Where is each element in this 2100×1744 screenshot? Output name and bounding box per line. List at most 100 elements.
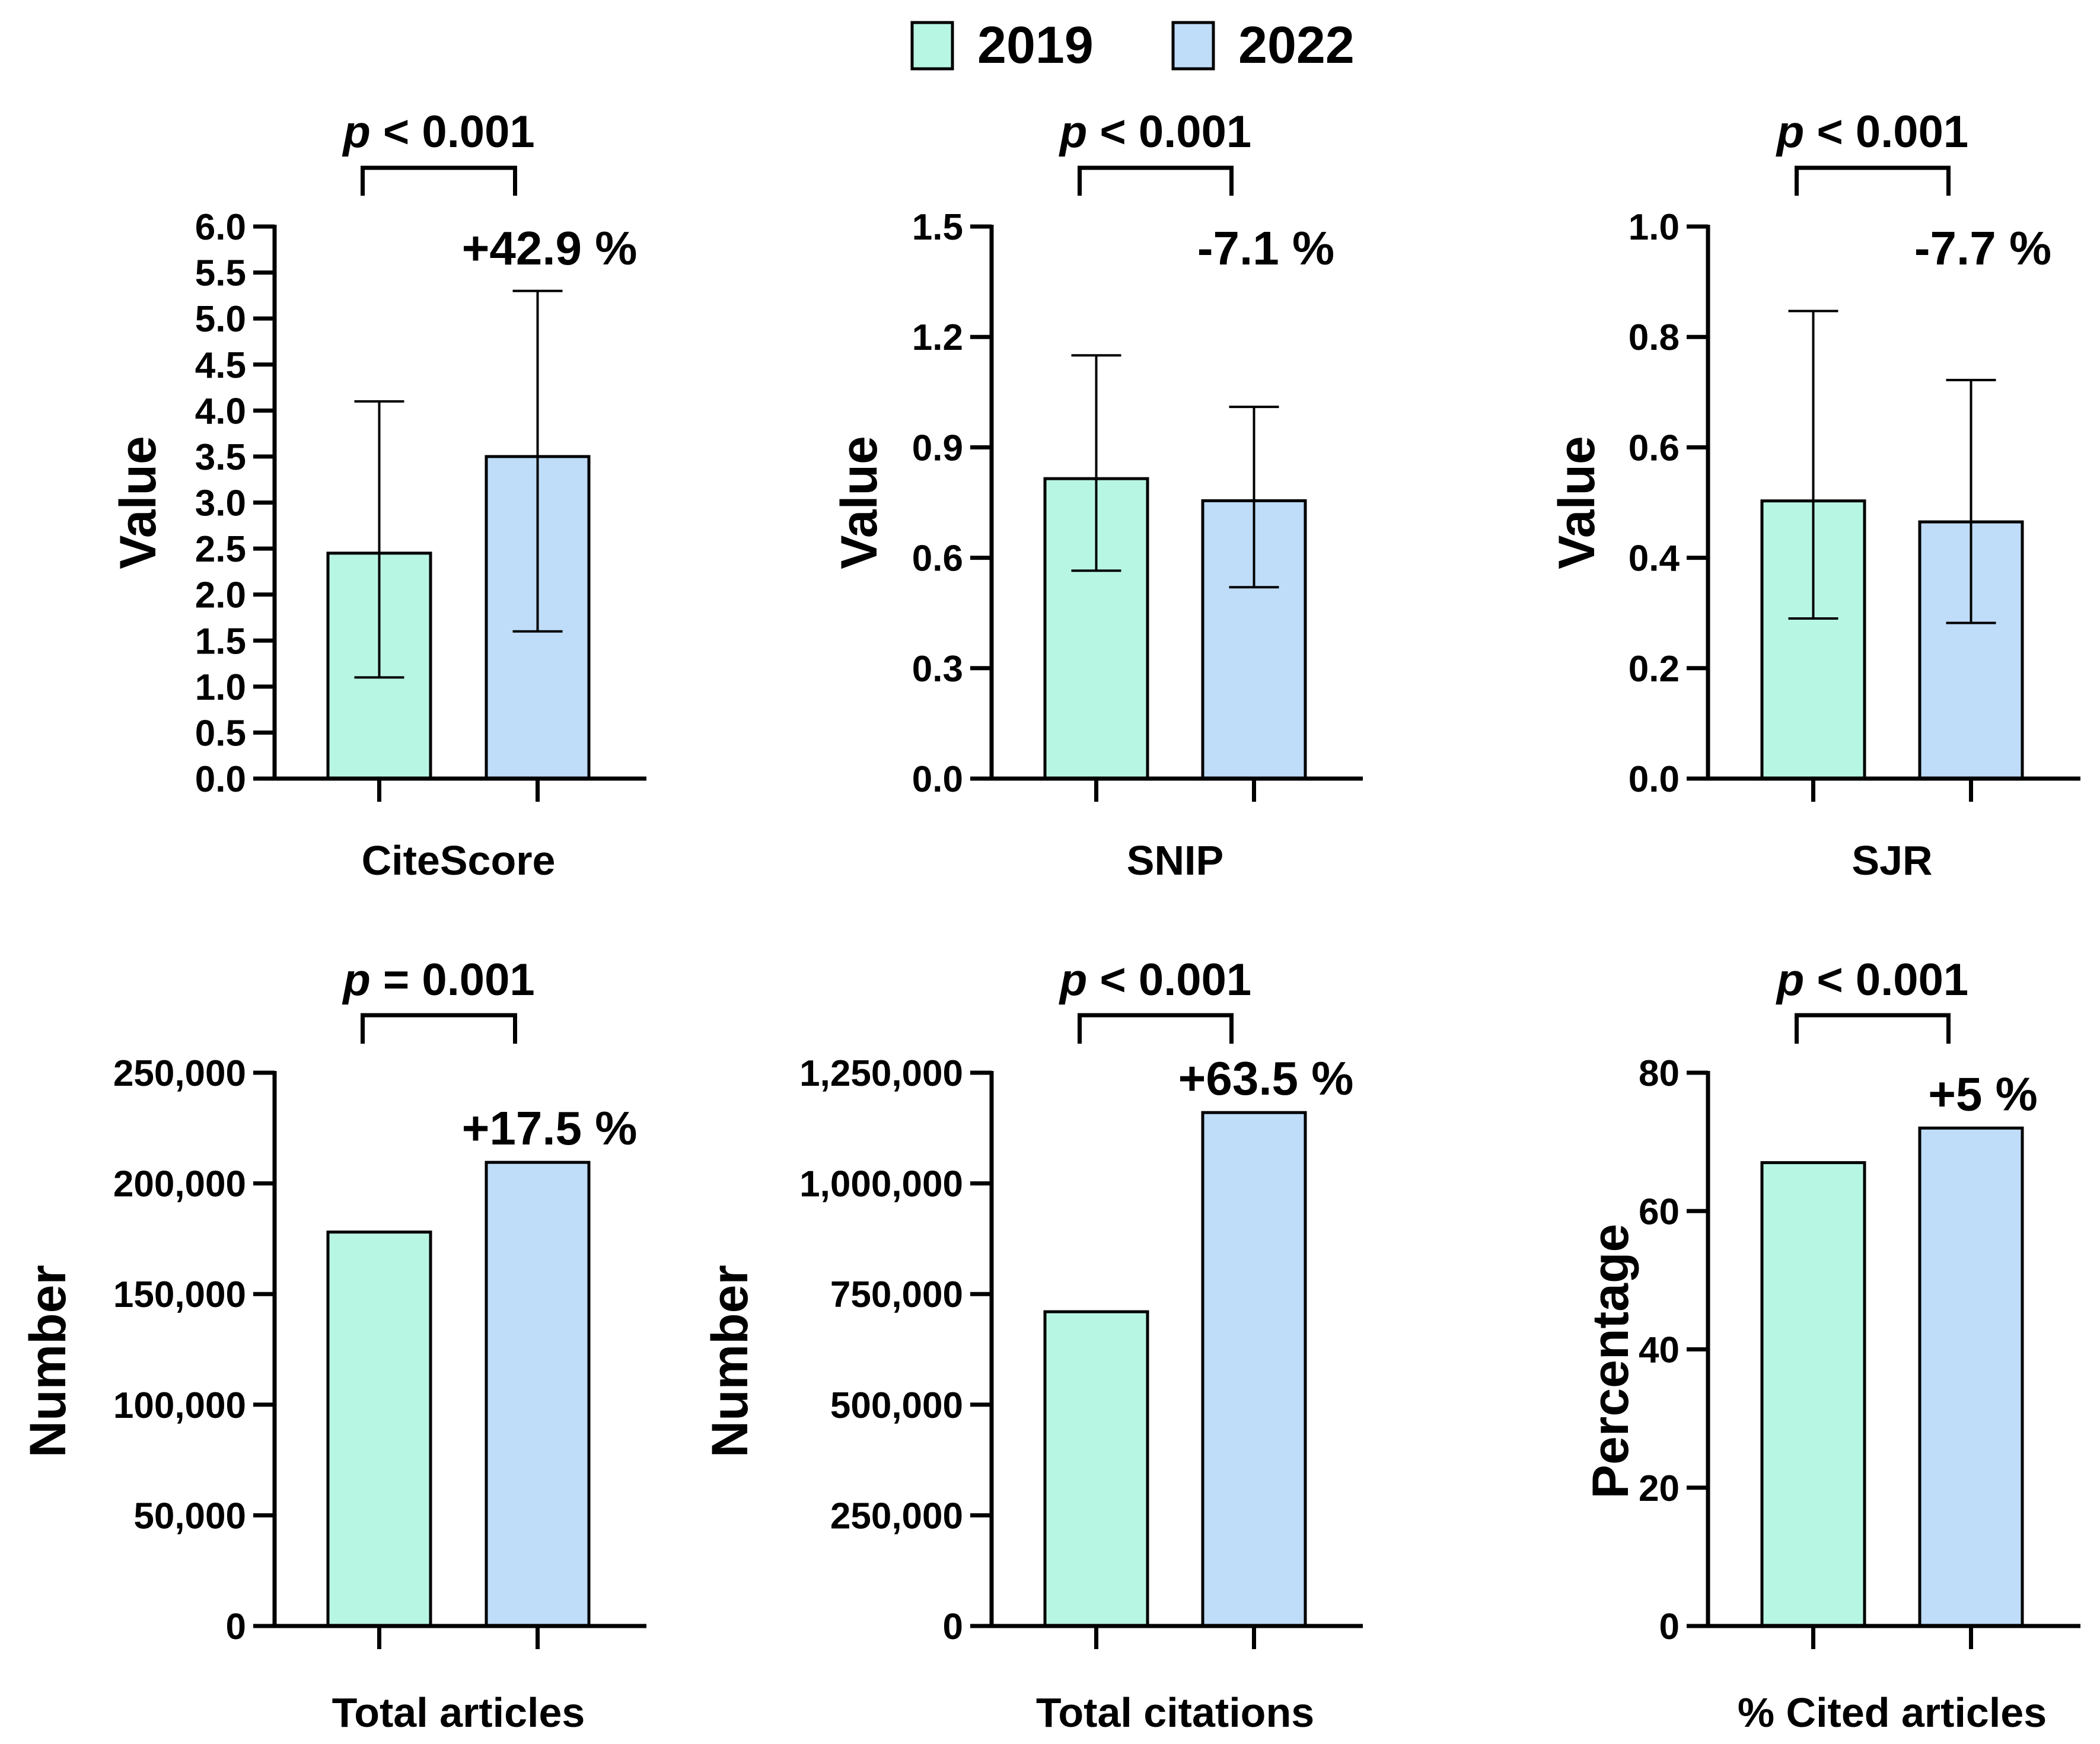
- significance-bracket: [1795, 165, 1951, 196]
- y-tick-label: 750,000: [830, 1274, 963, 1315]
- y-tick-label: 0: [226, 1606, 246, 1647]
- y-tick-label: 3.5: [195, 437, 246, 478]
- bar-2022: [1201, 1111, 1307, 1628]
- percent-change-label: +5 %: [1928, 1067, 2038, 1120]
- legend-label-2022: 2022: [1238, 15, 1355, 74]
- y-tick-label: 0: [1659, 1606, 1680, 1647]
- y-tick-label: 6.0: [195, 207, 246, 248]
- y-tick-label: 2.5: [195, 529, 246, 570]
- y-tick-label: 0.5: [195, 713, 246, 754]
- y-tick-label: 80: [1639, 1053, 1680, 1094]
- y-tick-label: 1.2: [912, 317, 963, 358]
- p-value: < 0.001: [1087, 107, 1251, 157]
- y-tick-label: 5.5: [195, 253, 246, 294]
- y-tick-label: 0.3: [912, 649, 963, 690]
- p-value: < 0.001: [1087, 955, 1251, 1005]
- x-axis-title: Total articles: [332, 1689, 585, 1736]
- y-tick-label: 4.0: [195, 391, 246, 432]
- y-tick-label: 0.9: [912, 428, 963, 468]
- x-axis-title: SJR: [1852, 837, 1932, 884]
- y-axis-title: Value: [110, 436, 167, 569]
- charts: 0.0 0.5 1.0 1.5 2.0 2.5 3.0 3.5 4.0 4.5 5.0 5.5 6.0 V…: [20, 107, 2080, 1736]
- p-value: < 0.001: [371, 107, 535, 157]
- bar-2019: [1760, 1161, 1866, 1628]
- p-value-label: p < 0.001: [1059, 107, 1251, 157]
- y-tick-label: 0.8: [1629, 317, 1680, 358]
- bar-2022: [485, 1160, 591, 1628]
- y-tick-label: 200,000: [113, 1164, 246, 1205]
- p-value: < 0.001: [1804, 107, 1968, 157]
- y-tick-label: 1.0: [195, 667, 246, 708]
- chart-3: 0.0 0.2 0.4 0.6 0.8 1.0 Value SJR p < 0.001 -7.7 …: [1548, 107, 2080, 884]
- y-tick-label: 100,000: [113, 1385, 246, 1426]
- y-axis-title: Percentage: [1582, 1224, 1639, 1499]
- y-tick-label: 500,000: [830, 1385, 963, 1426]
- y-tick-label: 0.0: [912, 759, 963, 800]
- chart-4: 0 50,000 100,000 150,000 200,000 250,000 Numbe…: [20, 955, 646, 1736]
- bar-2019: [326, 1230, 432, 1628]
- p-symbol: p: [1059, 955, 1087, 1005]
- x-axis-title: SNIP: [1127, 837, 1223, 884]
- percent-change-label: +17.5 %: [462, 1102, 638, 1155]
- p-value-label: p < 0.001: [1059, 955, 1251, 1005]
- percent-change-label: -7.7 %: [1914, 222, 2051, 275]
- p-symbol: p: [342, 955, 370, 1005]
- y-tick-label: 0.4: [1629, 538, 1680, 579]
- y-axis-title: Number: [702, 1265, 759, 1458]
- chart-6: 0 20 40 60 80 Percentage % Cited articles p < 0…: [1582, 955, 2080, 1736]
- y-tick-label: 60: [1639, 1191, 1680, 1232]
- p-value: = 0.001: [371, 955, 535, 1005]
- chart-1: 0.0 0.5 1.0 1.5 2.0 2.5 3.0 3.5 4.0 4.5 5.0 5.5 6.0 V…: [110, 107, 646, 884]
- y-tick-label: 3.0: [195, 483, 246, 524]
- y-tick-label: 0.0: [195, 759, 246, 800]
- legend: 2019 2022: [910, 15, 1355, 74]
- y-axis-title: Value: [1548, 436, 1605, 569]
- p-value: < 0.001: [1804, 955, 1968, 1005]
- x-axis-title: % Cited articles: [1738, 1689, 2047, 1736]
- y-tick-label: 1.0: [1629, 207, 1680, 248]
- y-tick-label: 2.0: [195, 575, 246, 616]
- y-tick-label: 0: [943, 1606, 963, 1647]
- legend-swatch-2022: [1171, 21, 1215, 71]
- y-tick-label: 4.5: [195, 345, 246, 386]
- y-tick-label: 1.5: [912, 207, 963, 248]
- p-symbol: p: [1776, 955, 1804, 1005]
- y-tick-label: 0.2: [1629, 649, 1680, 690]
- percent-change-label: +42.9 %: [462, 222, 638, 275]
- y-axis-title: Number: [20, 1265, 77, 1458]
- p-value-label: p < 0.001: [1776, 107, 1968, 157]
- y-tick-label: 5.0: [195, 299, 246, 340]
- x-axis-title: CiteScore: [362, 837, 556, 884]
- p-symbol: p: [1776, 107, 1804, 157]
- y-tick-label: 0.6: [912, 538, 963, 579]
- y-axis-title: Value: [831, 436, 888, 569]
- p-symbol: p: [1059, 107, 1087, 157]
- chart-2: 0.0 0.3 0.6 0.9 1.2 1.5 Value SNIP p < 0.001 -7.1…: [831, 107, 1363, 884]
- y-tick-label: 50,000: [133, 1496, 246, 1536]
- p-value-label: p = 0.001: [342, 955, 534, 1005]
- p-symbol: p: [342, 107, 370, 157]
- y-tick-label: 1.5: [195, 621, 246, 662]
- significance-bracket: [1078, 165, 1234, 196]
- legend-label-2019: 2019: [977, 15, 1094, 74]
- significance-bracket: [361, 165, 517, 196]
- significance-bracket: [1078, 1013, 1234, 1044]
- percent-change-label: -7.1 %: [1197, 222, 1334, 275]
- p-value-label: p < 0.001: [342, 107, 534, 157]
- percent-change-label: +63.5 %: [1178, 1052, 1354, 1105]
- y-tick-label: 1,000,000: [799, 1164, 963, 1205]
- significance-bracket: [1795, 1013, 1951, 1044]
- y-tick-label: 250,000: [113, 1053, 246, 1094]
- y-tick-label: 40: [1639, 1330, 1680, 1371]
- bar-2019: [1043, 1310, 1149, 1628]
- y-tick-label: 0.0: [1629, 759, 1680, 800]
- p-value-label: p < 0.001: [1776, 955, 1968, 1005]
- y-tick-label: 1,250,000: [799, 1053, 963, 1094]
- y-tick-label: 150,000: [113, 1274, 246, 1315]
- chart-5: 0 250,000 500,000 750,000 1,000,000 1,250,000…: [702, 955, 1363, 1736]
- x-axis-title: Total citations: [1036, 1689, 1314, 1736]
- y-tick-label: 20: [1639, 1468, 1680, 1509]
- y-tick-label: 250,000: [830, 1496, 963, 1536]
- bar-2022: [1918, 1126, 2024, 1628]
